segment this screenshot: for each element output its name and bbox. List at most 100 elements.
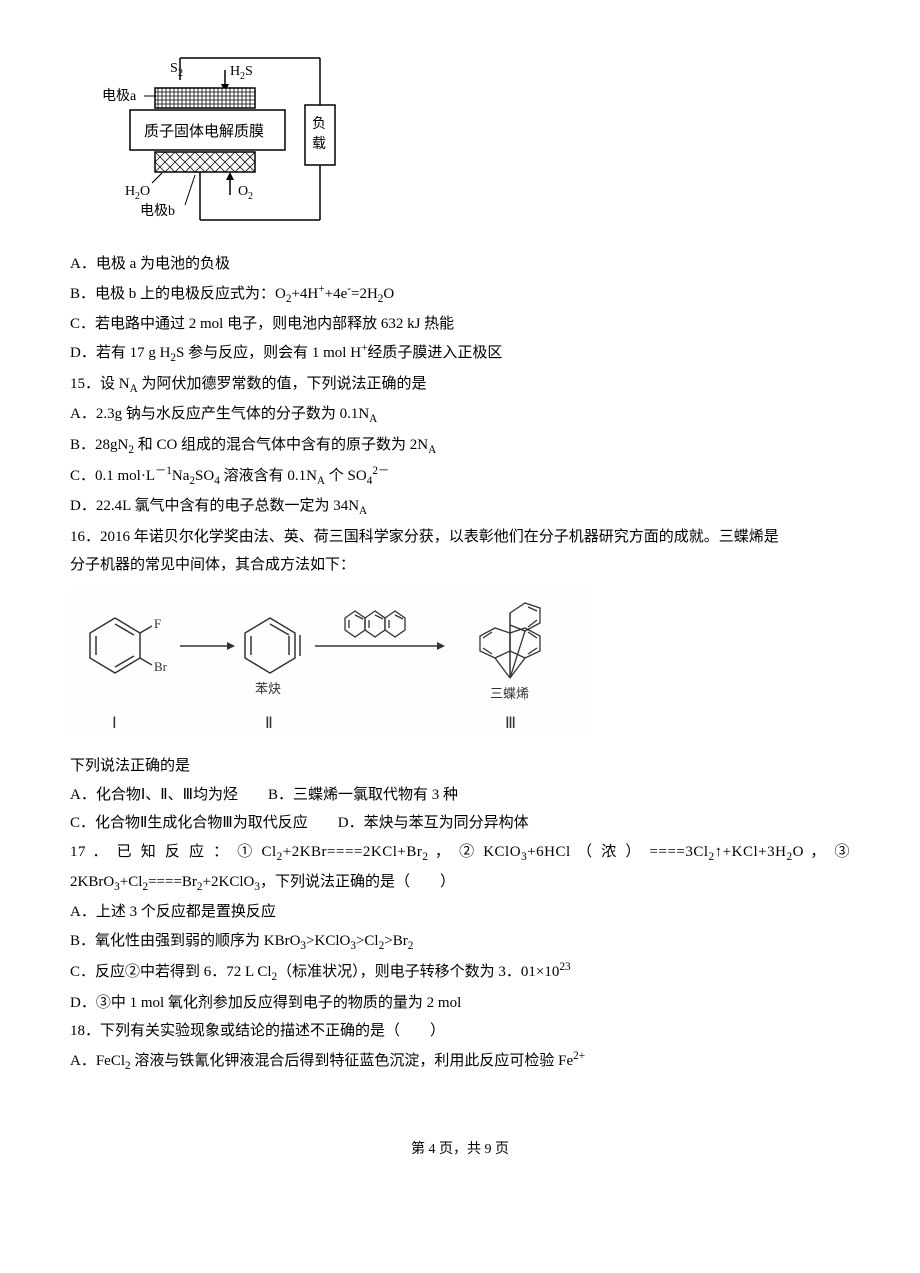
sub: A — [130, 383, 138, 395]
text: +4H — [291, 286, 318, 302]
text: +2KClO — [203, 874, 255, 890]
svg-text:H: H — [125, 184, 135, 199]
svg-text:负: 负 — [312, 116, 326, 132]
q15-stem: 15．设 NA 为阿伏加德罗常数的值，下列说法正确的是 — [70, 370, 850, 400]
svg-text:Br: Br — [154, 659, 168, 674]
q14-option-b: B．电极 b 上的电极反应式为：O2+4H++4e-=2H2O — [70, 279, 850, 310]
q17-option-c: C．反应②中若得到 6．72 L Cl2（标准状况），则电子转移个数为 3．01… — [70, 957, 850, 988]
q16-options-cd: C．化合物Ⅱ生成化合物Ⅲ为取代反应 D．苯炔与苯互为同分异构体 — [70, 809, 850, 838]
text: C．反应②中若得到 6．72 L Cl — [70, 964, 272, 980]
q15-option-c: C．0.1 mol·L－1Na2SO4 溶液含有 0.1NA 个 SO42－ — [70, 461, 850, 492]
text: S 参与反应，则会有 1 mol H — [176, 345, 361, 361]
svg-text:S: S — [245, 64, 253, 79]
label-roman-3: Ⅲ — [505, 715, 516, 732]
svg-text:S: S — [170, 61, 178, 76]
q14-option-d: D．若有 17 g H2S 参与反应，则会有 1 mol H+经质子膜进入正极区 — [70, 338, 850, 369]
sup: 2－ — [372, 465, 389, 477]
text: 经质子膜进入正极区 — [367, 345, 502, 361]
text: 页，共 — [436, 1142, 485, 1157]
q15-option-d: D．22.4L 氯气中含有的电子总数一定为 34NA — [70, 492, 850, 522]
text: 2KBrO — [70, 874, 114, 890]
text: C．0.1 mol·L — [70, 468, 155, 484]
text: >Cl — [356, 933, 379, 949]
text: SO — [195, 468, 214, 484]
page-footer: 第 4 页，共 9 页 — [70, 1137, 850, 1164]
text: ↑+KCl+3H — [715, 844, 787, 860]
q14-option-c: C．若电路中通过 2 mol 电子，则电池内部释放 632 kJ 热能 — [70, 310, 850, 339]
text: 和 CO 组成的混合气体中含有的原子数为 2N — [134, 437, 428, 453]
sub: A — [317, 475, 325, 487]
q16-options-ab: A．化合物Ⅰ、Ⅱ、Ⅲ均为烃 B．三蝶烯一氯取代物有 3 种 — [70, 781, 850, 810]
q16-after: 下列说法正确的是 — [70, 752, 850, 781]
text: A．FeCl — [70, 1053, 125, 1069]
q17-option-a: A．上述 3 个反应都是置换反应 — [70, 898, 850, 927]
text: Na — [172, 468, 190, 484]
text: O ， ③ — [793, 844, 850, 860]
sup: 2+ — [573, 1050, 585, 1062]
text: 17 ． 已 知 反 应 ： ① Cl — [70, 844, 277, 860]
svg-text:载: 载 — [312, 136, 326, 152]
sub: 2 — [408, 940, 414, 952]
text: A．2.3g 钠与水反应产生气体的分子数为 0.1N — [70, 406, 369, 422]
text: D．22.4L 氯气中含有的电子总数一定为 34N — [70, 498, 359, 514]
page-total: 9 — [485, 1142, 492, 1157]
label-roman-2: Ⅱ — [265, 715, 273, 732]
text: +6HCl （ 浓 ） ====3Cl — [527, 844, 708, 860]
q16-option-c: C．化合物Ⅱ生成化合物Ⅲ为取代反应 — [70, 815, 308, 831]
text: B．28gN — [70, 437, 128, 453]
q18-stem: 18．下列有关实验现象或结论的描述不正确的是（ ） — [70, 1017, 850, 1046]
text: ，下列说法正确的是（ ） — [260, 874, 455, 890]
battery-cell-svg: S 2 H 2 S 电极a 质子固体电解质膜 — [100, 50, 340, 240]
text: ， ② KClO — [428, 844, 521, 860]
figure-reaction-scheme: F Br 苯炔 — [70, 588, 850, 749]
text: 第 — [411, 1142, 429, 1157]
svg-text:O: O — [238, 184, 248, 199]
q17-option-d: D．③中 1 mol 氧化剂参加反应得到电子的物质的量为 2 mol — [70, 989, 850, 1018]
svg-text:2: 2 — [178, 68, 183, 79]
text: +4e — [325, 286, 348, 302]
q18-option-a: A．FeCl2 溶液与铁氰化钾液混合后得到特征蓝色沉淀，利用此反应可检验 Fe2… — [70, 1046, 850, 1077]
figure-battery-cell: S 2 H 2 S 电极a 质子固体电解质膜 — [100, 50, 850, 240]
text: O — [383, 286, 394, 302]
svg-text:H: H — [230, 64, 240, 79]
text: 为阿伏加德罗常数的值，下列说法正确的是 — [138, 376, 427, 392]
q16-stem-1: 16．2016 年诺贝尔化学奖由法、英、荷三国科学家分获，以表彰他们在分子机器研… — [70, 523, 850, 552]
text: +Cl — [120, 874, 143, 890]
svg-text:F: F — [154, 616, 161, 631]
svg-text:电极a: 电极a — [102, 88, 137, 104]
text: ====Br — [148, 874, 197, 890]
text: B．电极 b 上的电极反应式为：O — [70, 286, 286, 302]
svg-text:O: O — [140, 184, 150, 199]
q17-stem-1: 17 ． 已 知 反 应 ： ① Cl2+2KBr====2KCl+Br2 ， … — [70, 838, 850, 868]
svg-text:质子固体电解质膜: 质子固体电解质膜 — [144, 123, 264, 140]
text: 溶液含有 0.1N — [220, 468, 317, 484]
svg-text:电极b: 电极b — [140, 203, 175, 219]
text: B．氧化性由强到弱的顺序为 KBrO — [70, 933, 300, 949]
text: >KClO — [306, 933, 350, 949]
reaction-svg: F Br 苯炔 — [70, 588, 590, 738]
text: >Br — [384, 933, 407, 949]
text: 页 — [492, 1142, 510, 1157]
q15-option-a: A．2.3g 钠与水反应产生气体的分子数为 0.1NA — [70, 400, 850, 430]
q16-option-d: D．苯炔与苯互为同分异构体 — [338, 815, 529, 831]
sub: A — [428, 444, 436, 456]
q16-stem-2: 分子机器的常见中间体，其合成方法如下： — [70, 551, 850, 580]
q17-option-b: B．氧化性由强到弱的顺序为 KBrO3>KClO3>Cl2>Br2 — [70, 927, 850, 957]
label-triptycene: 三蝶烯 — [490, 686, 529, 701]
label-benzyne: 苯炔 — [255, 681, 281, 696]
q16-option-a: A．化合物Ⅰ、Ⅱ、Ⅲ均为烃 — [70, 787, 238, 803]
sup: －1 — [155, 465, 172, 477]
text: 15．设 N — [70, 376, 130, 392]
sub: A — [369, 413, 377, 425]
text: +2KBr====2KCl+Br — [283, 844, 423, 860]
sup: 23 — [559, 961, 570, 973]
q14-option-a: A．电极 a 为电池的负极 — [70, 250, 850, 279]
q15-option-b: B．28gN2 和 CO 组成的混合气体中含有的原子数为 2NA — [70, 431, 850, 461]
text: 个 SO — [325, 468, 367, 484]
label-roman-1: Ⅰ — [112, 715, 117, 732]
page-number: 4 — [429, 1142, 436, 1157]
q17-stem-2: 2KBrO3+Cl2====Br2+2KClO3，下列说法正确的是（ ） — [70, 868, 850, 898]
text: （标准状况），则电子转移个数为 3．01×10 — [277, 964, 559, 980]
svg-text:2: 2 — [248, 191, 253, 202]
q16-option-b: B．三蝶烯一氯取代物有 3 种 — [268, 787, 458, 803]
